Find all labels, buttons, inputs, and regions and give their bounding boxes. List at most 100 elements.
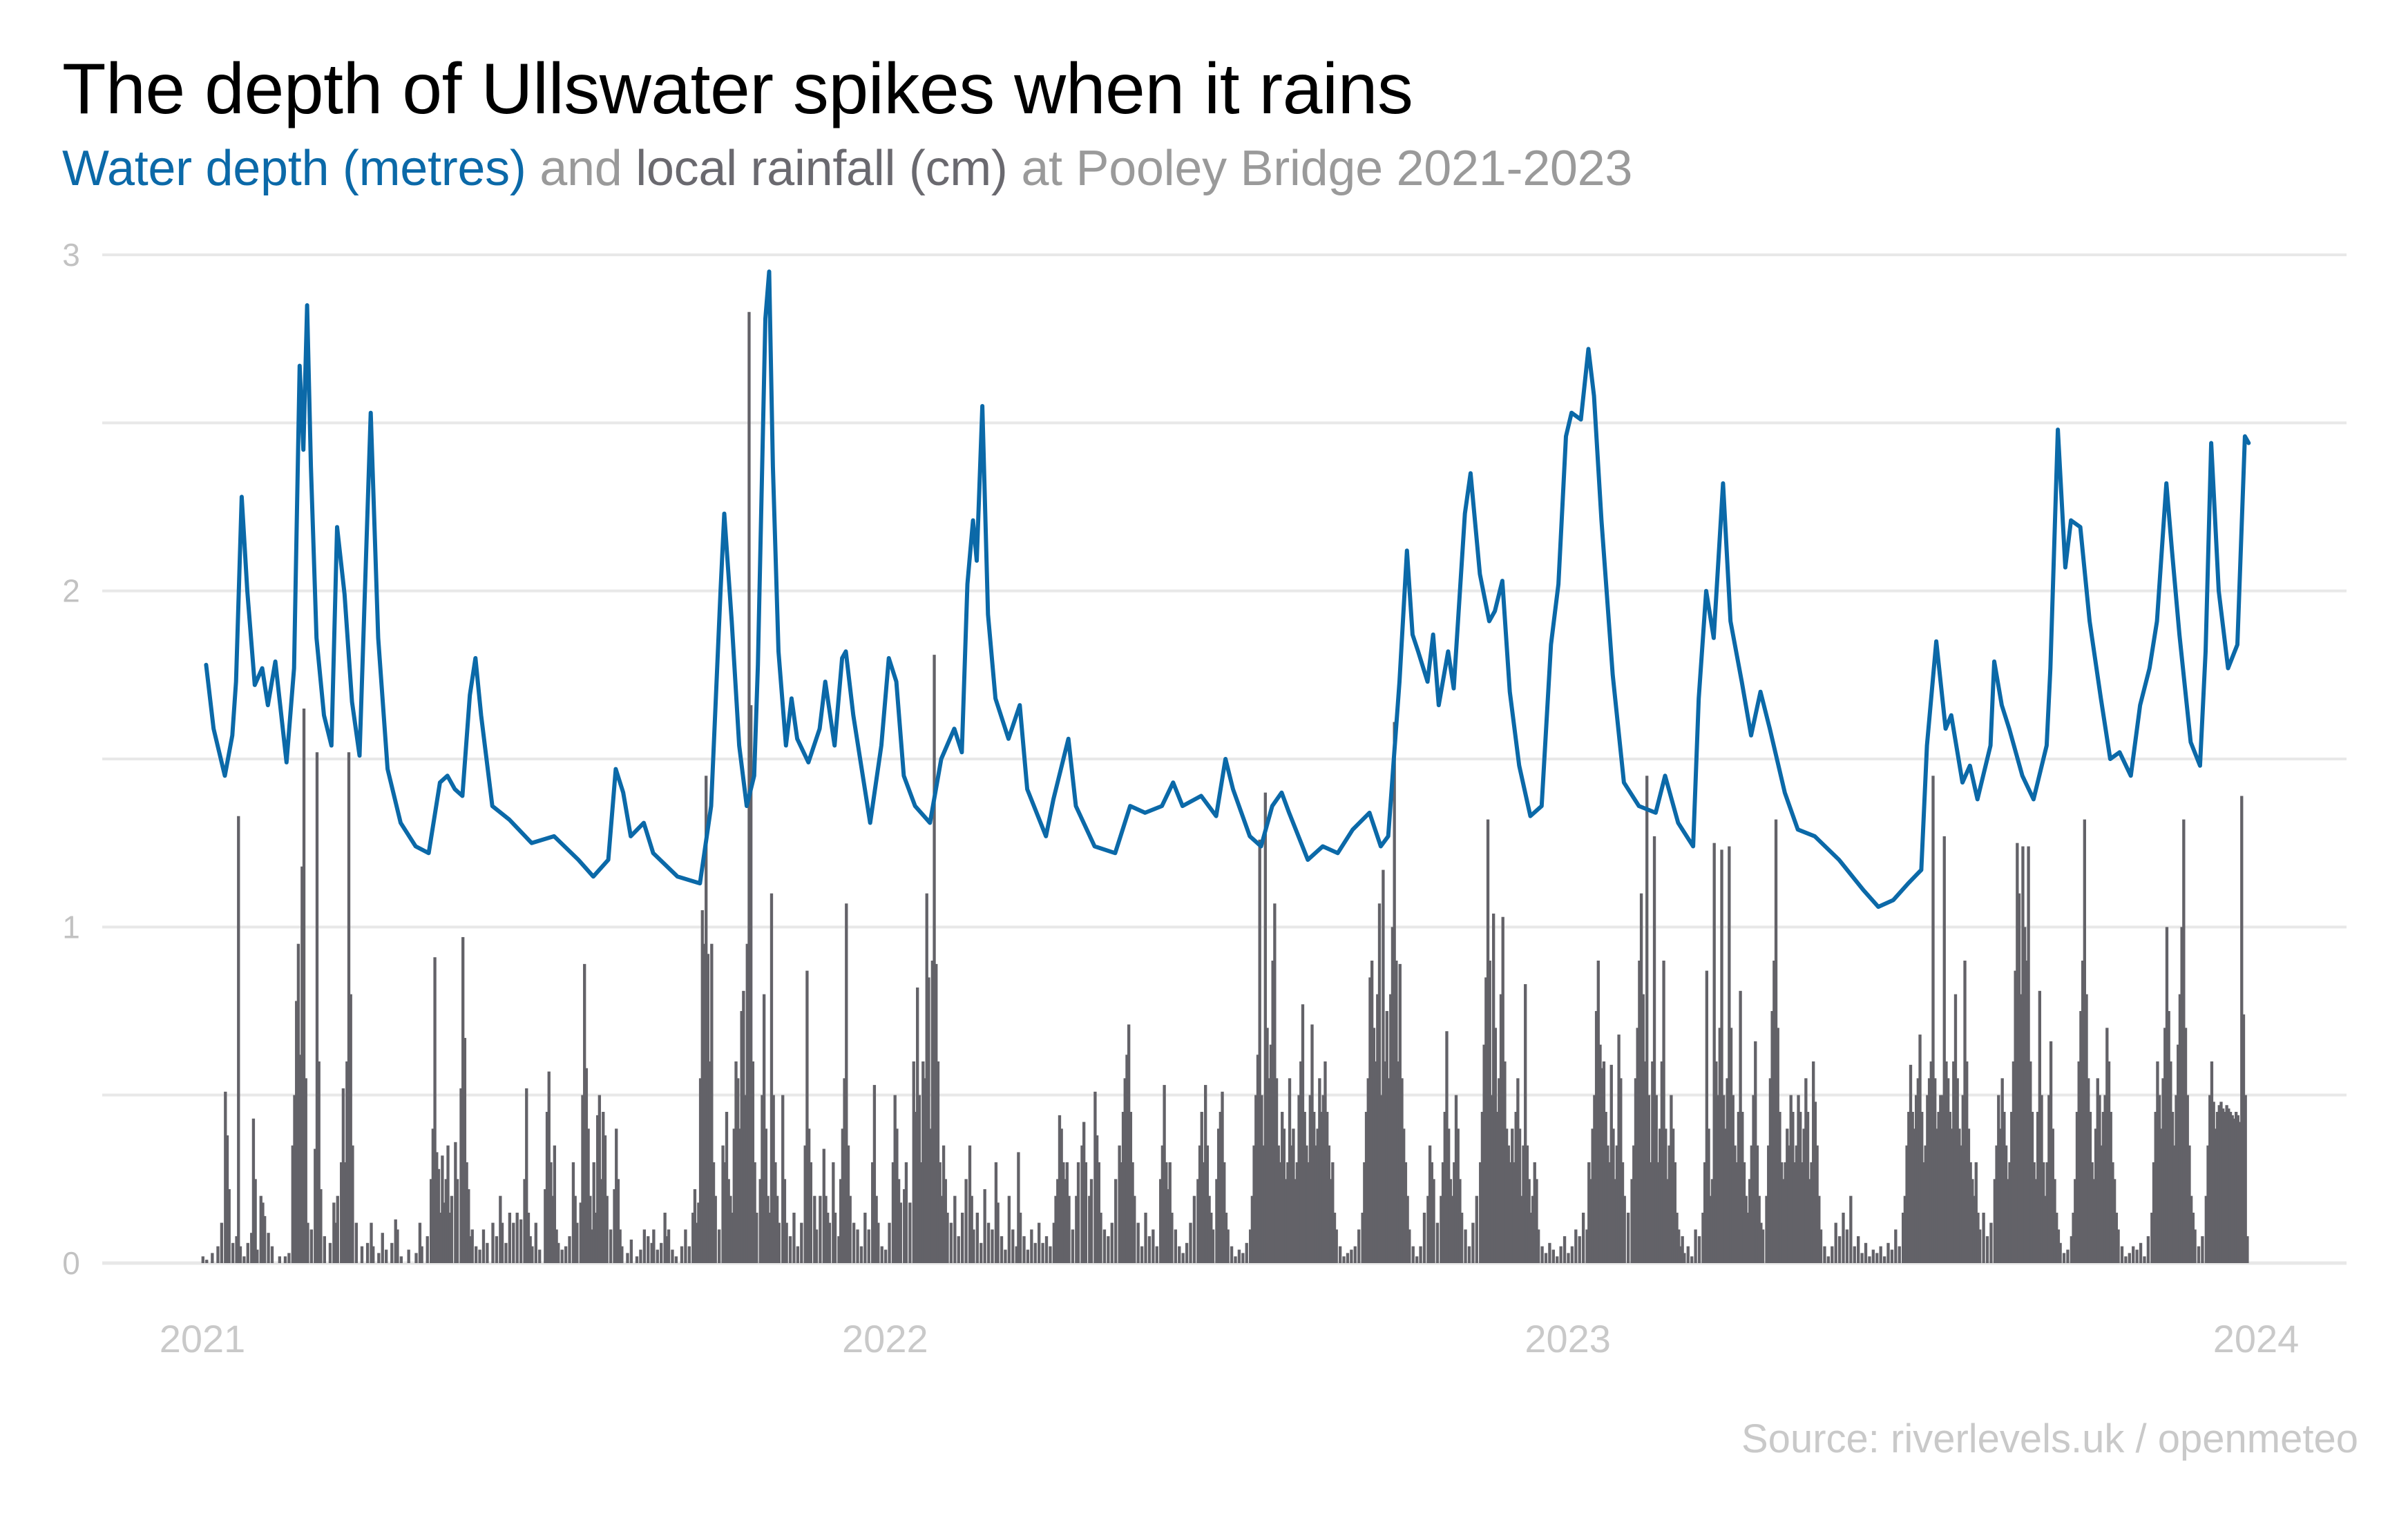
- rainfall-bar: [833, 1213, 837, 1263]
- rainfall-bar: [1181, 1253, 1185, 1263]
- rainfall-bar: [1288, 1078, 1292, 1263]
- rainfall-bar: [1656, 1162, 1660, 1263]
- rainfall-bar: [1799, 1112, 1802, 1263]
- rainfall-bar: [2105, 1028, 2109, 1263]
- rainfall-bar: [1052, 1222, 1056, 1263]
- rainfall-bar: [1018, 1213, 1022, 1263]
- rainfall-bar: [1535, 1179, 1538, 1263]
- rainfall-bar: [1215, 1179, 1219, 1263]
- rainfall-bar: [2109, 1112, 2112, 1263]
- rainfall-bar: [1929, 1061, 1933, 1263]
- rainfall-bar: [2017, 893, 2021, 1263]
- rainfall-bar: [455, 1179, 459, 1263]
- rainfall-bar: [721, 1145, 725, 1263]
- rainfall-bar: [544, 1189, 547, 1263]
- rainfall-bar: [429, 1179, 433, 1263]
- rainfall-bar: [1350, 1249, 1353, 1263]
- rainfall-bar: [2223, 1112, 2227, 1263]
- rainfall-bar: [1441, 1162, 1445, 1263]
- rainfall-bar: [1377, 903, 1382, 1263]
- subtitle-location: at Pooley Bridge 2021-2023: [1007, 141, 1633, 196]
- rainfall-bar: [1400, 1078, 1404, 1263]
- y-tick-label: 3: [62, 237, 80, 273]
- rainfall-bar: [283, 1256, 287, 1263]
- rainfall-bar: [1318, 1078, 1321, 1263]
- rainfall-bar: [319, 1189, 323, 1263]
- rainfall-bar: [1312, 1112, 1316, 1263]
- rainfall-bar: [1948, 1112, 1952, 1263]
- x-tick-label: 2023: [1525, 1317, 1611, 1360]
- rainfall-bar: [1435, 1222, 1440, 1263]
- rainfall-bar: [774, 1162, 777, 1263]
- rainfall-bar: [1668, 1145, 1671, 1263]
- rainfall-bar: [1488, 961, 1491, 1263]
- rainfall-bar: [1786, 1128, 1789, 1263]
- rainfall-bar: [1387, 1078, 1391, 1263]
- rainfall-bar: [940, 1195, 944, 1263]
- rainfall-bar: [1200, 1112, 1203, 1263]
- rainfall-bar: [1890, 1249, 1894, 1263]
- rainfall-bar: [1261, 1145, 1265, 1263]
- rainfall-bar: [897, 1179, 901, 1263]
- rainfall-bar: [390, 1242, 394, 1263]
- rainfall-bar: [846, 1145, 850, 1263]
- rainfall-bar: [590, 1229, 594, 1263]
- rainfall-bar: [1614, 1179, 1617, 1263]
- rainfall-bar: [1237, 1249, 1241, 1263]
- rainfall-bar: [1720, 849, 1723, 1263]
- rainfall-bar: [2208, 1095, 2212, 1263]
- rainfall-bar: [837, 1236, 841, 1263]
- rainfall-bar: [1739, 990, 1742, 1263]
- rainfall-bar: [2146, 1236, 2150, 1263]
- rainfall-bar: [225, 1135, 229, 1263]
- subtitle-depth-label: Water depth (metres): [62, 141, 526, 196]
- rainfall-bar: [1281, 1112, 1284, 1263]
- rainfall-bar: [2074, 1179, 2077, 1263]
- rainfall-bar: [1084, 1162, 1088, 1263]
- rainfall-bar: [448, 1213, 452, 1263]
- rainfall-bar: [519, 1219, 523, 1263]
- rainfall-bar: [1159, 1179, 1163, 1263]
- rainfall-bar: [1338, 1246, 1342, 1263]
- rainfall-bar: [534, 1222, 537, 1263]
- rainfall-bar: [1978, 1229, 1982, 1263]
- rainfall-bar: [705, 776, 708, 1263]
- rainfall-bar: [555, 1229, 558, 1263]
- rainfall-bar: [1411, 1246, 1415, 1263]
- rainfall-bar: [1273, 903, 1277, 1263]
- rainfall-bar: [1849, 1195, 1853, 1263]
- rainfall-bar: [960, 1213, 964, 1263]
- rainfall-bar: [586, 1128, 590, 1263]
- rainfall-bar: [729, 1195, 732, 1263]
- rainfall-bar: [1464, 1229, 1467, 1263]
- rainfall-bar: [758, 1179, 762, 1263]
- rainfall-bar: [1368, 977, 1372, 1263]
- rainfall-bar: [904, 1162, 908, 1263]
- rainfall-bar: [1136, 1222, 1140, 1263]
- rainfall-bar: [1301, 1004, 1305, 1263]
- rainfall-bar: [1308, 1095, 1312, 1263]
- rainfall-bar: [238, 1246, 242, 1263]
- rainfall-bar: [1445, 1031, 1449, 1263]
- rainfall-bar: [1679, 1246, 1683, 1263]
- rainfall-bar: [444, 1179, 448, 1263]
- rainfall-bar: [843, 1078, 846, 1263]
- rainfall-bar: [695, 1222, 698, 1263]
- rainfall-bar: [2085, 994, 2088, 1263]
- rainfall-bar: [1677, 1229, 1681, 1263]
- rainfall-bar: [553, 1145, 557, 1263]
- rainfall-bar: [1398, 963, 1402, 1263]
- rainfall-bar: [1451, 1195, 1454, 1263]
- rainfall-bar: [1641, 994, 1645, 1263]
- rainfall-bar: [1652, 836, 1656, 1263]
- rainfall-bar: [385, 1249, 388, 1263]
- rainfall-bar: [1972, 1195, 1976, 1263]
- rainfall-bar: [2021, 846, 2025, 1263]
- rainfall-bar: [1493, 1028, 1498, 1263]
- rainfall-bar: [1819, 1229, 1823, 1263]
- rainfall-bar: [1540, 1246, 1544, 1263]
- rainfall-bar: [1909, 1064, 1913, 1263]
- rainfall-bar: [2191, 1213, 2195, 1263]
- rainfall-bar: [1536, 1229, 1540, 1263]
- depth-line: [204, 269, 2251, 910]
